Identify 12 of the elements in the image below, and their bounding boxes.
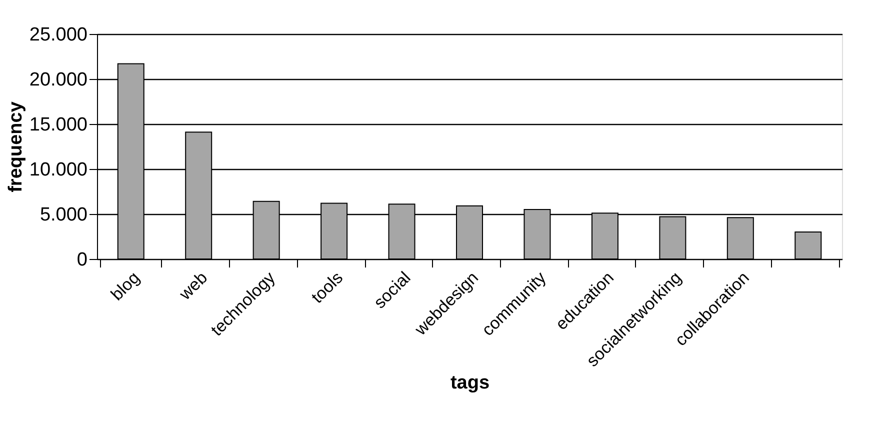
y-tick-label: 5.000	[40, 204, 88, 226]
y-tick-label: 0	[76, 250, 88, 270]
x-tick-label: web	[174, 268, 212, 304]
bar	[794, 232, 822, 260]
y-axis-title: frequency	[5, 101, 26, 192]
y-tick-label: 10.000	[29, 160, 88, 180]
y-tick-label: 20.000	[29, 70, 88, 90]
bar	[726, 217, 754, 260]
x-tick-label: blog	[107, 268, 144, 304]
x-axis-title: tags	[450, 372, 490, 394]
y-tick-label: 25.000	[29, 24, 88, 46]
y-tick-label: 15.000	[29, 114, 88, 136]
